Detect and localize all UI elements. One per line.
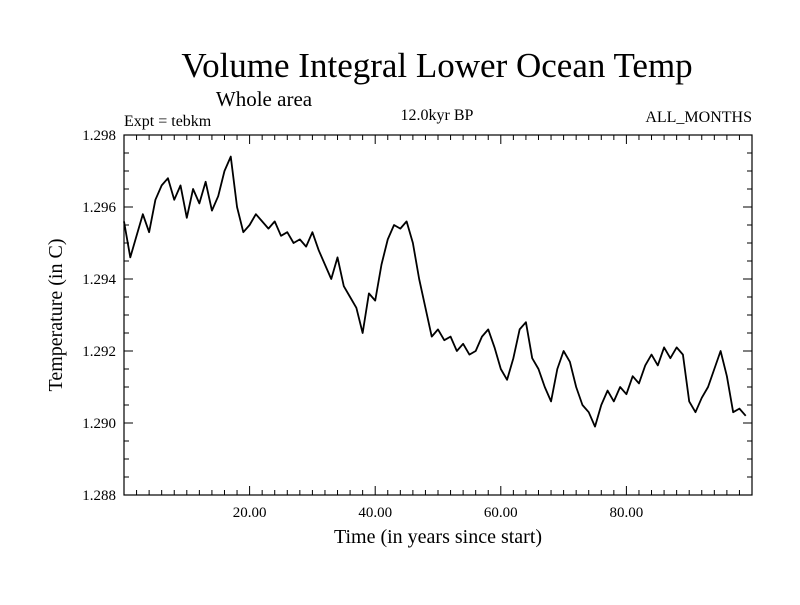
y-axis-ticks xyxy=(124,152,752,478)
x-axis-tick-labels: 20.00 40.00 60.00 80.00 xyxy=(233,505,644,521)
y-axis-label: Temperature (in C) xyxy=(45,239,67,392)
x-tick-label: 20.00 xyxy=(233,505,267,521)
y-tick-label: 1.288 xyxy=(82,488,116,504)
chart-title: Volume Integral Lower Ocean Temp xyxy=(181,46,692,85)
series-layer xyxy=(123,155,747,428)
x-tick-label: 40.00 xyxy=(358,505,392,521)
x-tick-label: 60.00 xyxy=(484,505,518,521)
chart-subtitle: Whole area xyxy=(216,87,313,111)
y-tick-label: 1.294 xyxy=(82,272,116,288)
experiment-label: Expt = tebkm xyxy=(124,113,212,130)
months-label: ALL_MONTHS xyxy=(645,109,752,126)
period-label: 12.0kyr BP xyxy=(401,107,474,124)
x-tick-label: 80.00 xyxy=(610,505,644,521)
y-tick-label: 1.296 xyxy=(82,200,116,216)
y-tick-label: 1.292 xyxy=(82,344,116,360)
y-axis-tick-labels: 1.288 1.290 1.292 1.294 1.296 1.298 xyxy=(82,128,116,504)
y-tick-label: 1.298 xyxy=(82,128,116,144)
x-axis-label: Time (in years since start) xyxy=(334,526,542,548)
x-axis-ticks xyxy=(136,135,740,495)
series-line-tebkm xyxy=(123,155,747,428)
y-tick-label: 1.290 xyxy=(82,416,116,432)
plot-frame xyxy=(123,134,753,496)
